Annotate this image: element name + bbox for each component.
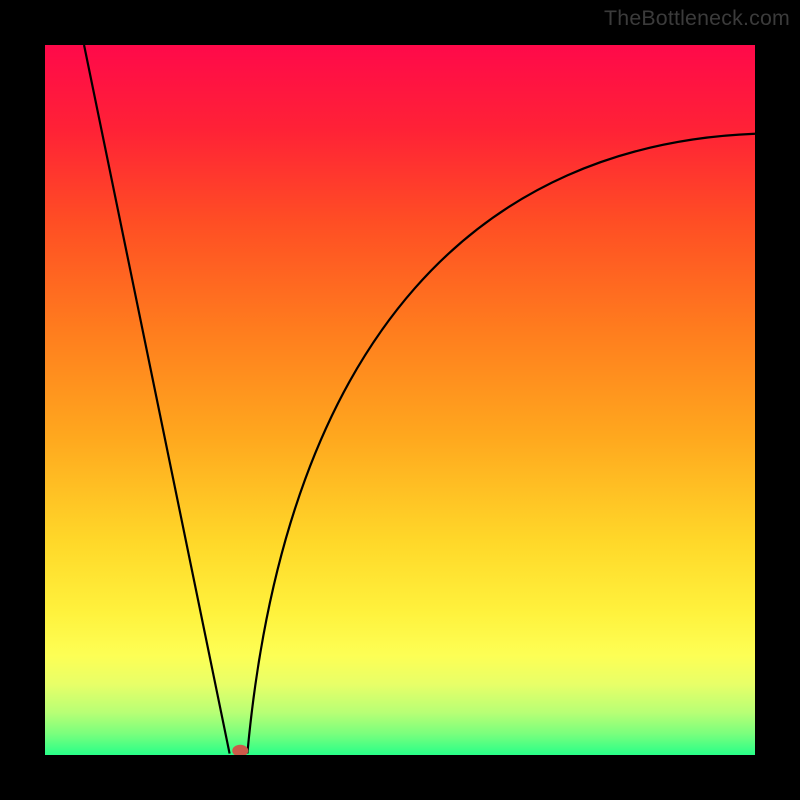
chart-svg: [0, 0, 800, 800]
chart-stage: TheBottleneck.com: [0, 0, 800, 800]
watermark-text: TheBottleneck.com: [604, 6, 790, 31]
bottleneck-marker: [232, 745, 248, 757]
plot-area: [45, 45, 755, 755]
